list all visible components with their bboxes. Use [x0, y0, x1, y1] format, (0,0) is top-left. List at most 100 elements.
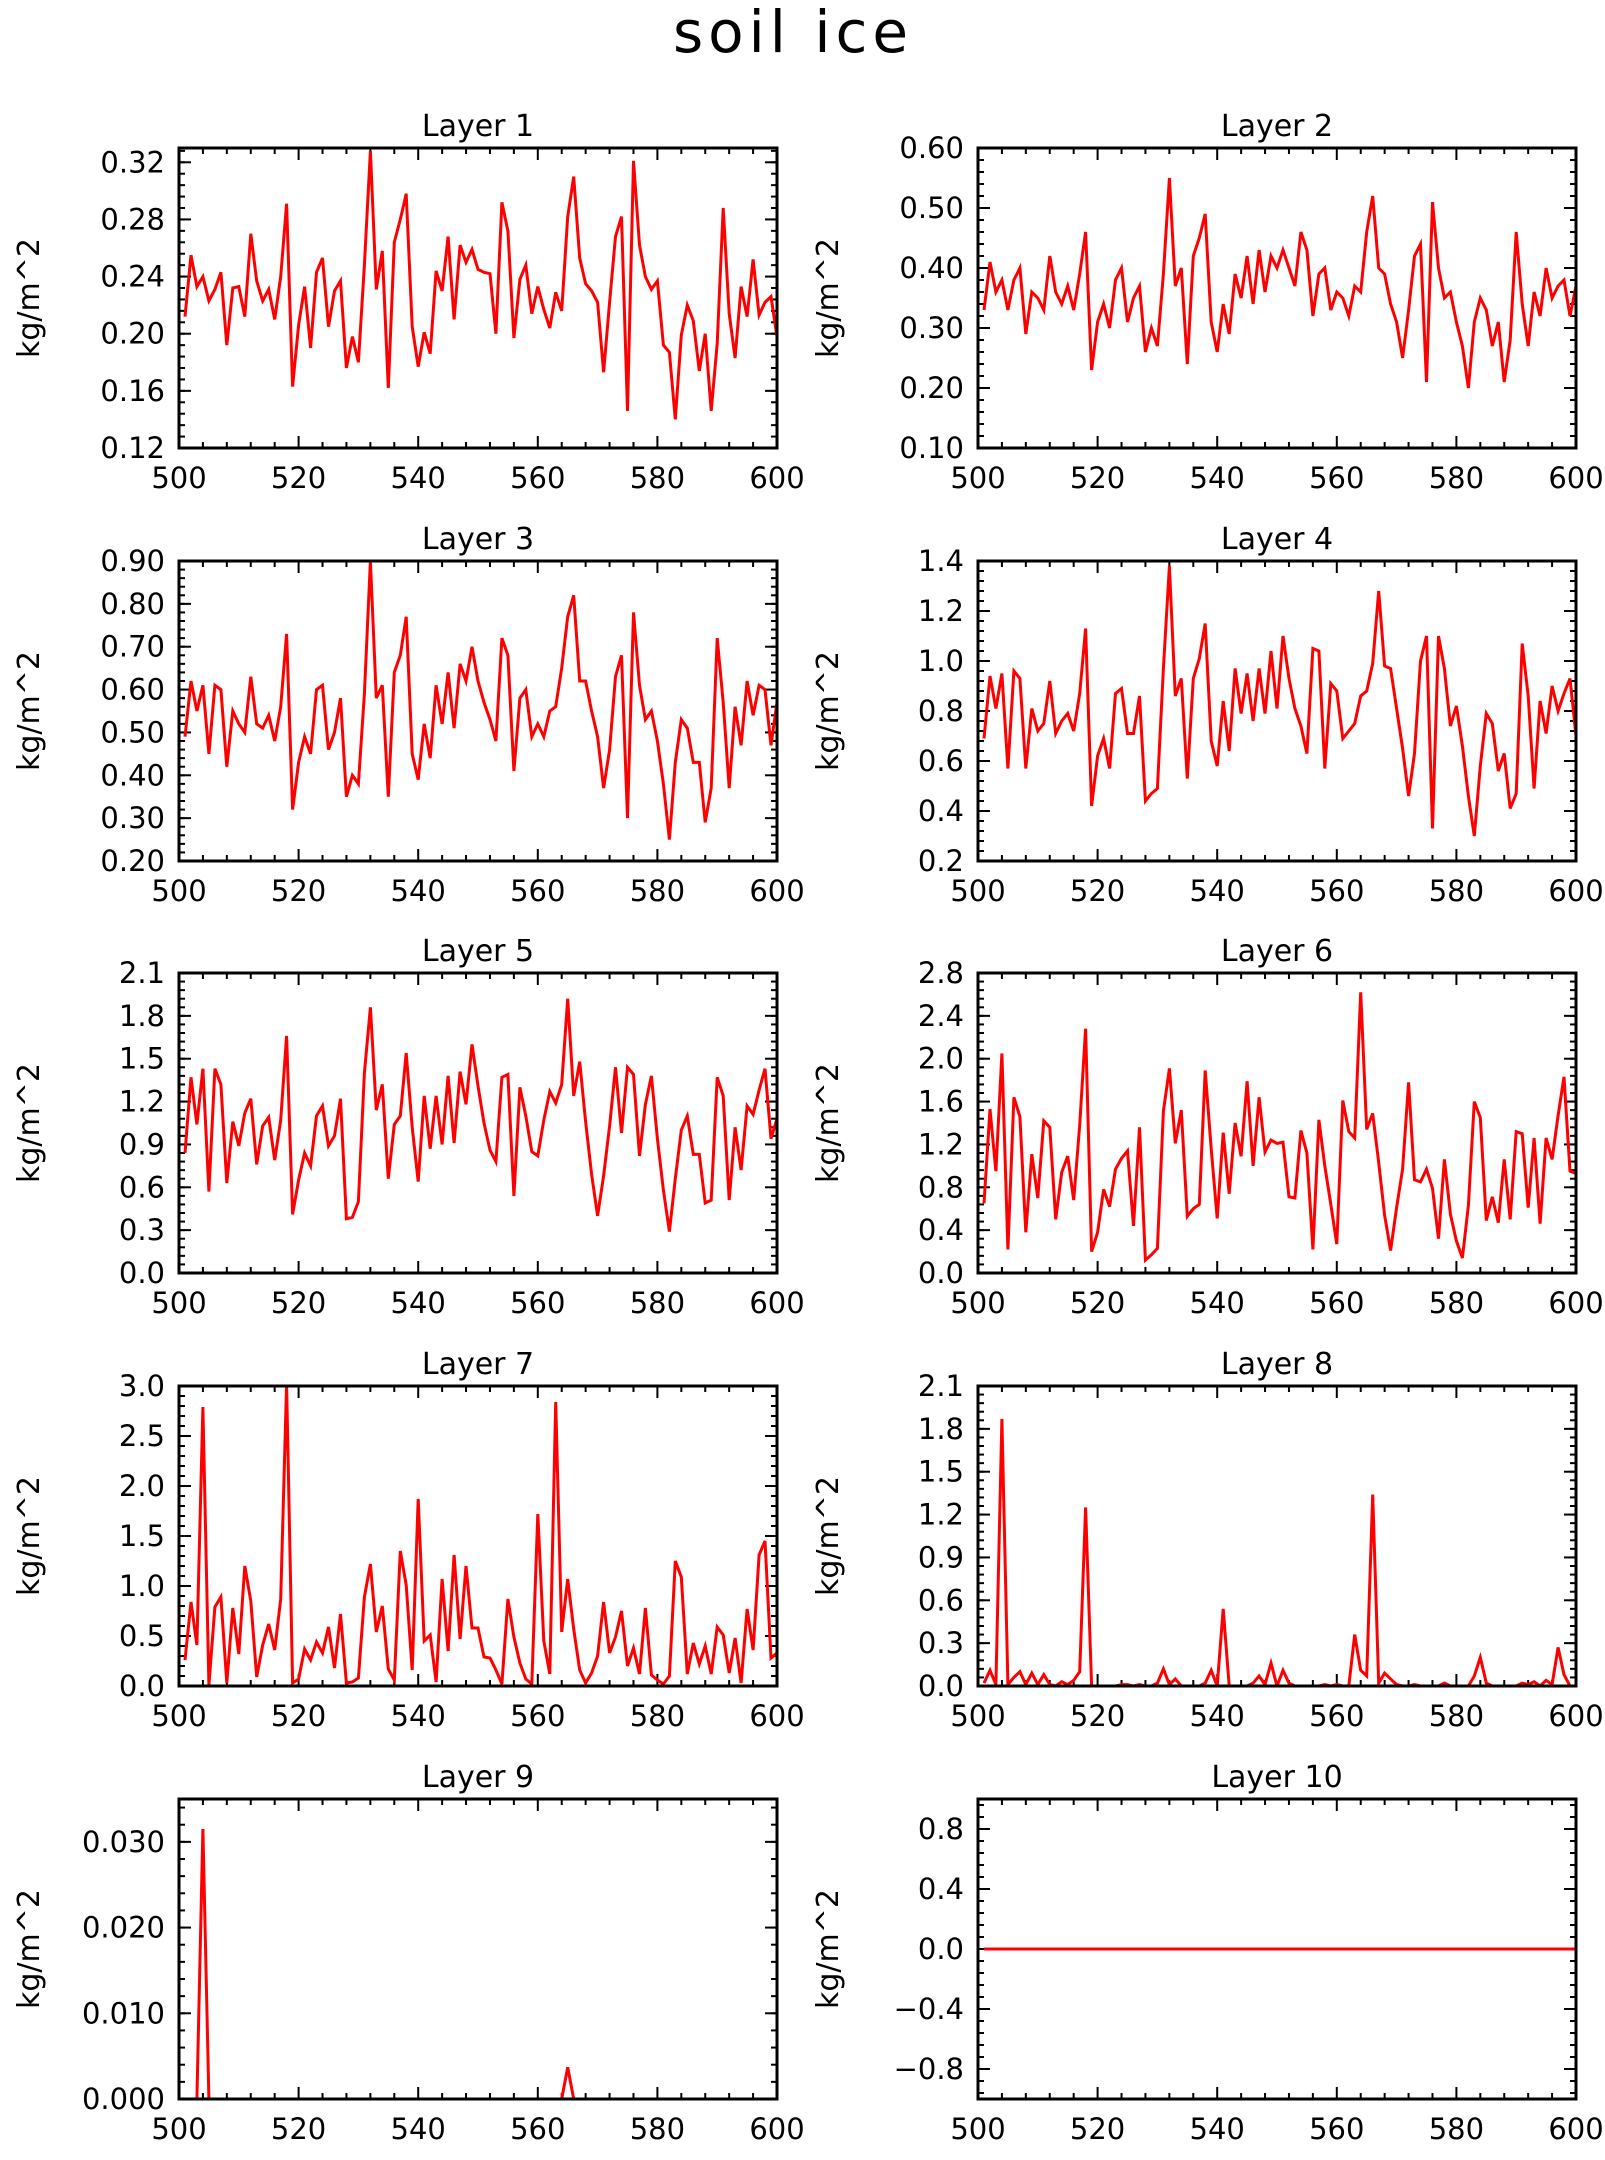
x-tick-label: 540 — [391, 461, 446, 495]
x-tick-label: 500 — [151, 461, 206, 495]
y-tick-label: 0.9 — [918, 1540, 964, 1574]
y-axis-label: kg/m^2 — [12, 1476, 47, 1596]
x-tick-label: 600 — [1548, 874, 1603, 908]
x-tick-label: 520 — [271, 1699, 326, 1733]
series-line — [982, 177, 1576, 389]
x-tick-label: 600 — [1548, 2112, 1603, 2146]
x-tick-label: 520 — [271, 2112, 326, 2146]
y-tick-label: 1.2 — [918, 1498, 964, 1532]
y-tick-label: 0.0 — [918, 1669, 964, 1703]
y-tick-label: 0.40 — [899, 251, 964, 285]
y-tick-label: 1.2 — [918, 594, 964, 628]
y-tick-label: 1.0 — [119, 1569, 165, 1603]
y-axis-label: kg/m^2 — [12, 1063, 47, 1183]
y-tick-label: −0.8 — [894, 2052, 964, 2086]
y-tick-label: 2.1 — [119, 956, 165, 990]
x-tick-label: 600 — [749, 1286, 804, 1320]
panel-layer-10: Layer 10 kg/m^2 500 520 540 560 580 600 −0.8 −0.4… — [811, 1760, 1604, 2146]
x-tick-label: 500 — [950, 2112, 1005, 2146]
y-tick-label: 0.90 — [100, 544, 165, 578]
plot-frame — [177, 146, 779, 450]
x-tick-label: 520 — [1070, 1286, 1125, 1320]
x-tick-label: 540 — [391, 1699, 446, 1733]
x-tick-label: 600 — [749, 461, 804, 495]
x-tick-label: 500 — [151, 2112, 206, 2146]
y-tick-label: 0.0 — [119, 1256, 165, 1290]
plot-frame — [177, 559, 779, 863]
x-tick-label: 600 — [1548, 461, 1603, 495]
x-tick-label: 520 — [271, 461, 326, 495]
y-axis-label: kg/m^2 — [811, 238, 846, 358]
x-tick-label: 560 — [1309, 1286, 1364, 1320]
series-line — [982, 565, 1576, 837]
y-tick-label: 0.0 — [119, 1669, 165, 1703]
x-tick-label: 580 — [630, 461, 685, 495]
x-tick-label: 600 — [1548, 1286, 1603, 1320]
x-tick-label: 600 — [749, 2112, 804, 2146]
x-tick-label: 500 — [151, 1286, 206, 1320]
y-tick-label: 0.3 — [119, 1213, 165, 1247]
x-tick-label: 580 — [630, 874, 685, 908]
series-line — [183, 998, 777, 1232]
y-tick-label: 0.4 — [918, 1872, 964, 1906]
x-tick-label: 580 — [1429, 874, 1484, 908]
y-tick-label: 2.0 — [918, 1042, 964, 1076]
y-tick-label: 0.30 — [899, 311, 964, 345]
y-tick-label: 0.8 — [918, 694, 964, 728]
panel-layer-6: Layer 6 kg/m^2 500 520 540 560 580 600 0.0 0.4 0.8… — [811, 934, 1604, 1320]
x-tick-label: 540 — [391, 1286, 446, 1320]
series-line — [982, 1418, 1576, 1686]
x-tick-label: 580 — [1429, 1699, 1484, 1733]
y-tick-label: 0.20 — [899, 371, 964, 405]
y-tick-label: 1.6 — [918, 1085, 964, 1119]
x-tick-label: 560 — [510, 1286, 565, 1320]
y-tick-label: 0.8 — [918, 1812, 964, 1846]
y-tick-label: 1.8 — [119, 999, 165, 1033]
plot-frame — [177, 971, 779, 1275]
y-axis-label: kg/m^2 — [12, 238, 47, 358]
y-tick-label: 0.3 — [918, 1626, 964, 1660]
series-line — [183, 561, 777, 840]
y-axis-label: kg/m^2 — [811, 1063, 846, 1183]
y-tick-label: 0.4 — [918, 1213, 964, 1247]
y-tick-label: 0.9 — [119, 1127, 165, 1161]
plot-frame — [976, 146, 1578, 450]
y-tick-label: 1.0 — [918, 644, 964, 678]
y-tick-label: −0.4 — [894, 1992, 964, 2026]
y-axis-label: kg/m^2 — [811, 651, 846, 771]
x-tick-label: 520 — [271, 1286, 326, 1320]
y-tick-label: 0.50 — [100, 715, 165, 749]
x-tick-label: 580 — [630, 1286, 685, 1320]
x-tick-label: 540 — [391, 874, 446, 908]
panel-title: Layer 4 — [1221, 522, 1333, 557]
y-tick-label: 0.020 — [82, 1911, 165, 1945]
y-tick-label: 0.80 — [100, 587, 165, 621]
x-tick-label: 600 — [749, 874, 804, 908]
y-tick-label: 0.20 — [100, 317, 165, 351]
x-tick-label: 560 — [510, 1699, 565, 1733]
panel-layer-8: Layer 8 kg/m^2 500 520 540 560 580 600 0.0 0.3 0.6… — [811, 1347, 1604, 1733]
y-tick-label: 2.0 — [119, 1469, 165, 1503]
plot-frame — [976, 559, 1578, 863]
panel-layer-2: Layer 2 kg/m^2 500 520 540 560 580 600 0.10 0.20 0… — [811, 109, 1604, 495]
panel-layer-7: Layer 7 kg/m^2 500 520 540 560 580 600 0.0 0.5 1.0… — [12, 1347, 805, 1733]
y-tick-label: 0.8 — [918, 1170, 964, 1204]
x-tick-label: 560 — [1309, 1699, 1364, 1733]
x-tick-label: 540 — [1190, 1286, 1245, 1320]
x-tick-label: 580 — [630, 1699, 685, 1733]
y-tick-label: 1.5 — [119, 1042, 165, 1076]
x-tick-label: 500 — [950, 1286, 1005, 1320]
plot-frame — [976, 1384, 1578, 1688]
y-tick-label: 1.2 — [119, 1085, 165, 1119]
panel-layer-3: Layer 3 kg/m^2 500 520 540 560 580 600 0.20 0.30 0… — [12, 522, 805, 908]
figure-title: soil ice — [673, 0, 913, 66]
x-tick-label: 520 — [1070, 2112, 1125, 2146]
x-tick-label: 540 — [1190, 461, 1245, 495]
y-tick-label: 2.4 — [918, 999, 964, 1033]
panel-title: Layer 2 — [1221, 109, 1333, 144]
y-tick-label: 0.0 — [918, 1932, 964, 1966]
x-tick-label: 580 — [1429, 2112, 1484, 2146]
y-tick-label: 2.8 — [918, 956, 964, 990]
y-tick-label: 0.10 — [899, 431, 964, 465]
y-tick-label: 0.030 — [82, 1825, 165, 1859]
